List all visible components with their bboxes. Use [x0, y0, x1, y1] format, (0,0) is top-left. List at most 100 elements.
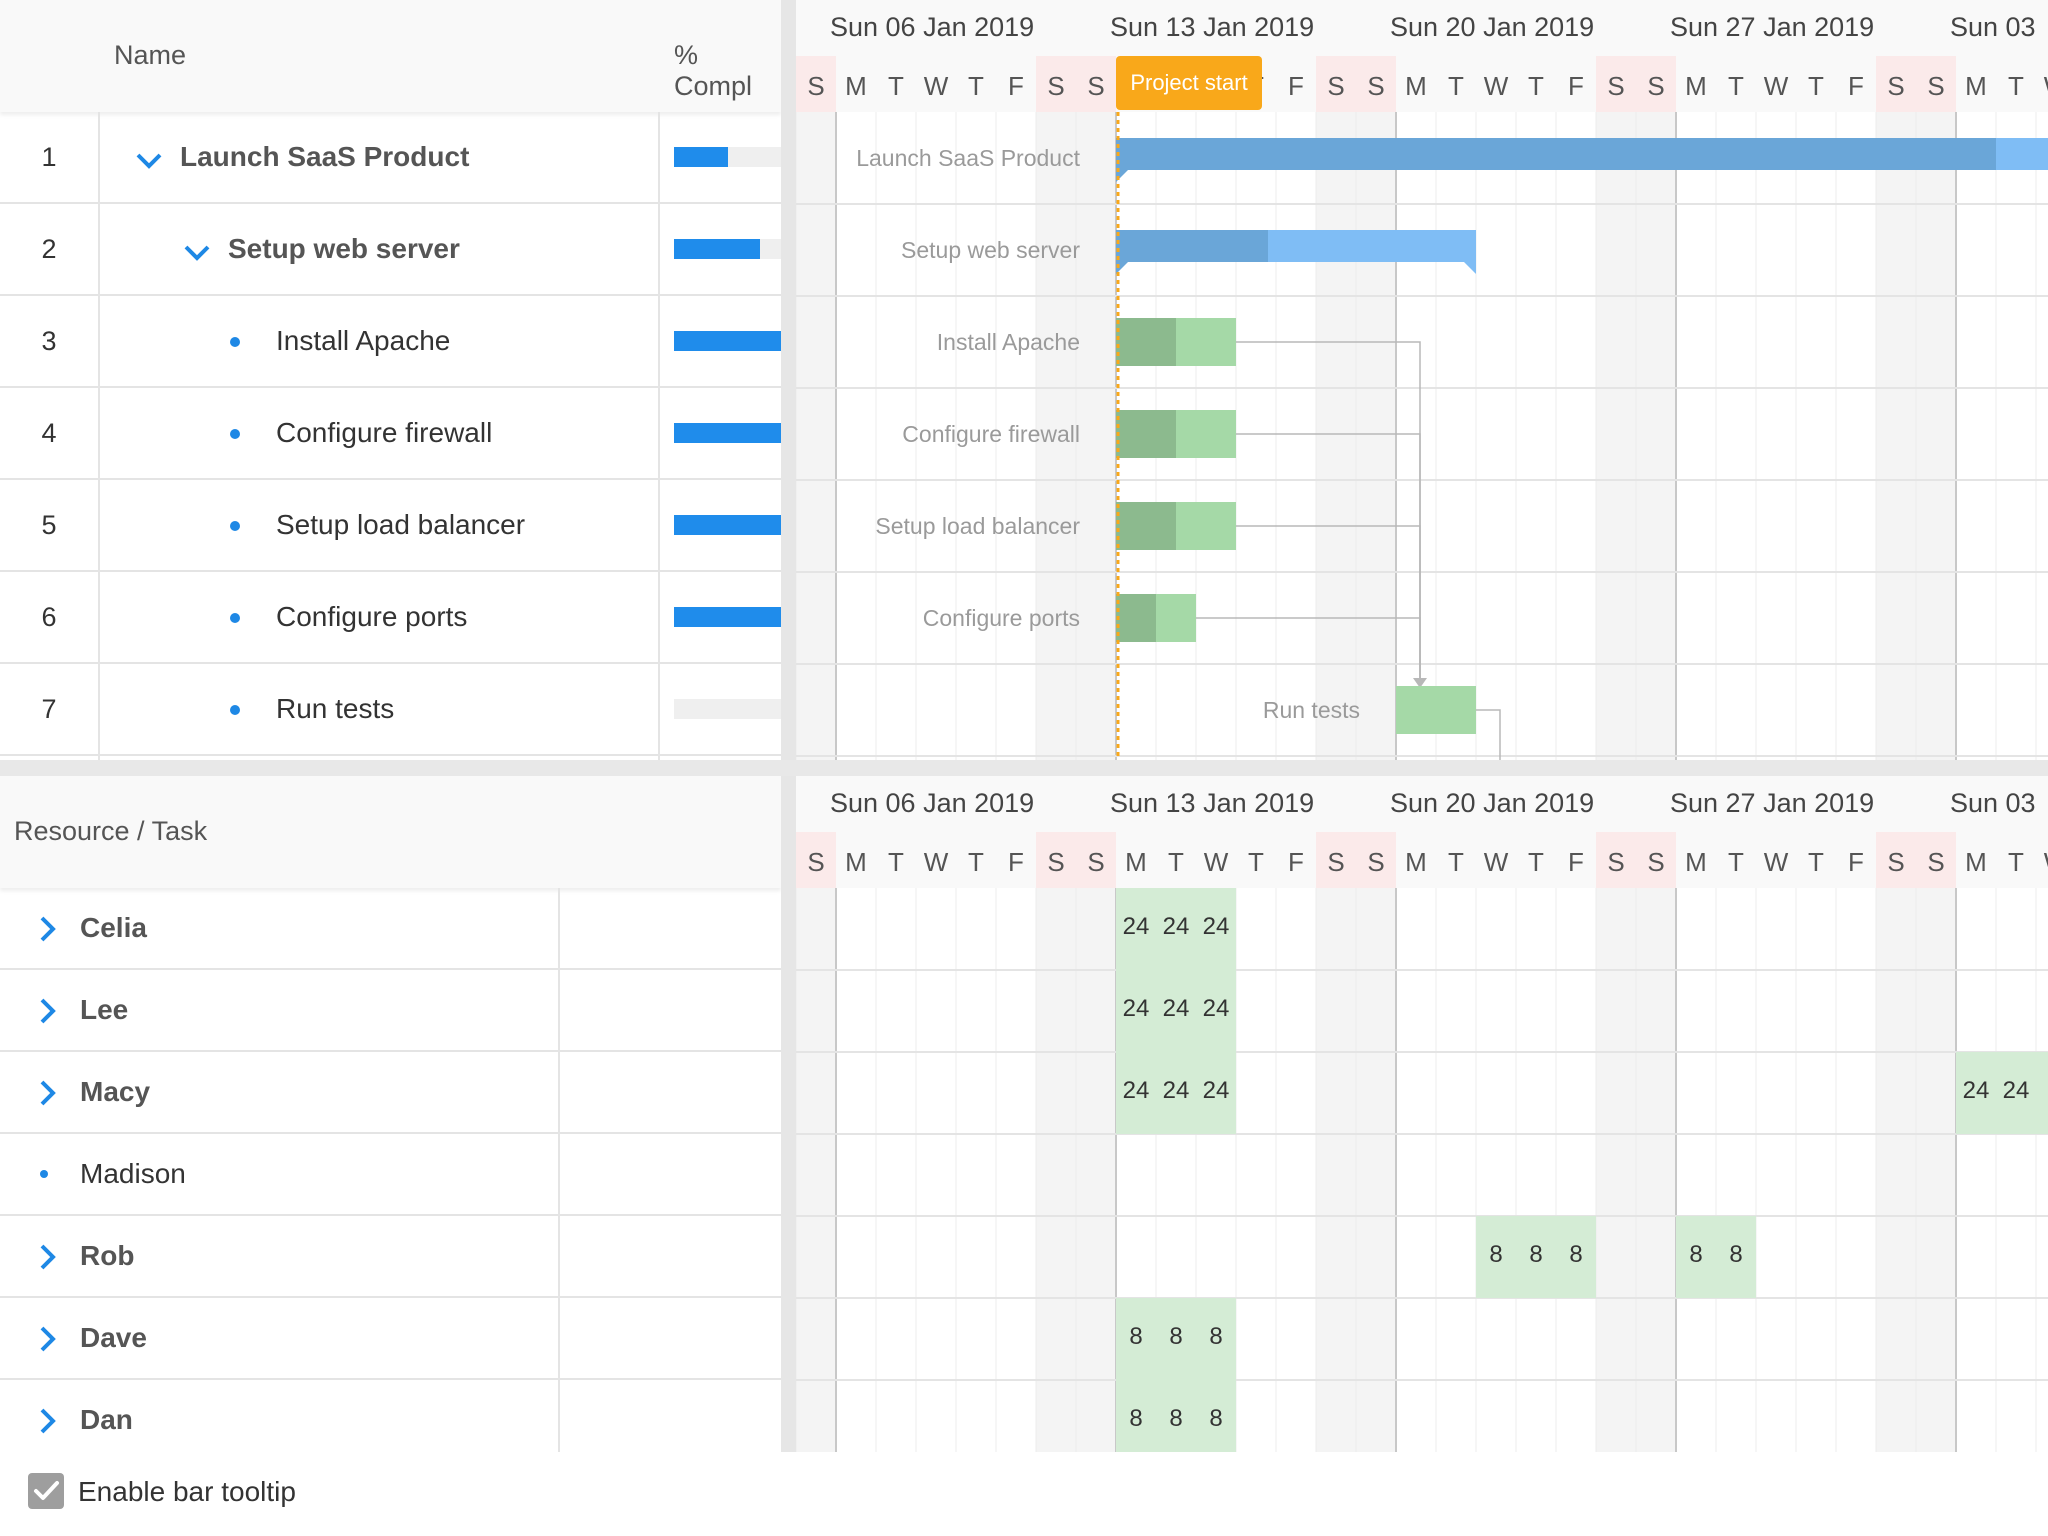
splitter-horizontal[interactable] [0, 760, 2048, 776]
resource-row[interactable]: Madison [0, 1134, 781, 1216]
bar-label: Setup web server [901, 237, 1080, 263]
chevron-down-icon[interactable] [134, 146, 164, 176]
chevron-down-icon[interactable] [182, 238, 212, 268]
histogram-cell[interactable] [1116, 888, 1156, 970]
percent-complete-bar [674, 423, 781, 443]
leaf-dot-icon [40, 1170, 48, 1178]
leaf-dot-icon [230, 521, 240, 531]
week-label: Sun 20 Jan 2019 [1390, 12, 1594, 42]
day-label: S [1367, 847, 1384, 877]
task-row[interactable]: 3 Install Apache [0, 296, 781, 388]
histogram-cell[interactable] [1996, 1052, 2036, 1134]
row-number: 6 [41, 602, 57, 632]
resource-row[interactable]: Dave [0, 1298, 781, 1380]
enable-tooltip-checkbox[interactable] [28, 1473, 64, 1509]
task-name[interactable]: Install Apache [276, 325, 451, 356]
task-row[interactable]: 2 Setup web server [0, 204, 781, 296]
day-label: T [888, 847, 904, 877]
resource-name[interactable]: Lee [80, 994, 129, 1025]
resource-row[interactable]: Celia [0, 888, 781, 970]
resource-name[interactable]: Rob [80, 1240, 135, 1271]
chevron-right-icon[interactable] [32, 1078, 62, 1108]
task-row[interactable]: 6 Configure ports [0, 572, 781, 664]
histogram-cell[interactable] [1156, 1298, 1196, 1380]
gantt-chart: Sun 06 Jan 2019 Sun 13 Jan 2019 Sun 20 Jan… [796, 0, 2048, 760]
chevron-right-icon[interactable] [32, 914, 62, 944]
histogram-cell[interactable] [1196, 970, 1236, 1052]
week-label: Sun 06 Jan 2019 [830, 12, 1034, 42]
weekend-header-cell [1356, 56, 1396, 112]
resource-name[interactable]: Dan [80, 1404, 133, 1435]
resource-row[interactable]: Rob [0, 1216, 781, 1298]
task-name[interactable]: Setup load balancer [276, 509, 526, 540]
splitter-bottom[interactable] [781, 776, 796, 1452]
histogram-value: 24 [1163, 1077, 1190, 1104]
histogram-cell[interactable] [1196, 1380, 1236, 1452]
histogram-cell[interactable] [1116, 1380, 1156, 1452]
chevron-right-icon[interactable] [32, 1324, 62, 1354]
resource-row[interactable]: Dan [0, 1380, 781, 1452]
day-label: T [968, 847, 984, 877]
histogram-cell[interactable] [1156, 970, 1196, 1052]
histogram-cell[interactable] [1116, 1052, 1156, 1134]
histogram-value: 8 [1209, 1323, 1222, 1350]
histogram-cell[interactable] [1156, 888, 1196, 970]
day-label: F [1848, 847, 1864, 877]
resource-row[interactable]: Lee [0, 970, 781, 1052]
column-header-resource-task[interactable]: Resource / Task [14, 816, 208, 846]
histogram-cell[interactable] [1116, 1298, 1156, 1380]
resource-row[interactable]: Macy [0, 1052, 781, 1134]
bar-label: Launch SaaS Product [856, 145, 1080, 171]
column-header-name[interactable]: Name [114, 40, 187, 70]
day-label: T [1448, 71, 1464, 101]
histogram-cell[interactable] [1956, 1052, 1996, 1134]
task-name[interactable]: Run tests [276, 693, 395, 724]
chevron-right-icon[interactable] [32, 996, 62, 1026]
histogram-cell[interactable] [1716, 1216, 1756, 1298]
histogram-cell[interactable] [1116, 970, 1156, 1052]
histogram-cell[interactable] [1156, 1380, 1196, 1452]
enable-tooltip-label[interactable]: Enable bar tooltip [78, 1476, 296, 1507]
histogram-cell[interactable] [2036, 1052, 2048, 1134]
column-header-percent-complete[interactable]: % Compl [674, 40, 753, 101]
histogram-cell[interactable] [1196, 1298, 1236, 1380]
task-name[interactable]: Setup web server [228, 233, 460, 264]
task-row[interactable]: 1 Launch SaaS Product [0, 112, 781, 204]
resource-name[interactable]: Macy [80, 1076, 151, 1107]
resource-name[interactable]: Madison [80, 1158, 186, 1189]
weekend-header-cell [1636, 56, 1676, 112]
resource-name[interactable]: Dave [80, 1322, 147, 1353]
task-row[interactable]: 5 Setup load balancer [0, 480, 781, 572]
histogram-cell[interactable] [1196, 1052, 1236, 1134]
task-row[interactable]: 7 Run tests [0, 664, 781, 756]
day-label: T [1808, 71, 1824, 101]
day-label: S [1887, 71, 1904, 101]
histogram-cell[interactable] [1676, 1216, 1716, 1298]
task-grid-header: Name % Compl [0, 0, 781, 112]
histogram-cell[interactable] [1516, 1216, 1556, 1298]
histogram-cell[interactable] [1476, 1216, 1516, 1298]
task-bar[interactable] [1396, 686, 1476, 734]
leaf-dot-icon [230, 429, 240, 439]
weekend-header-cell [1076, 56, 1116, 112]
day-label: S [1087, 847, 1104, 877]
histogram-chart: Sun 06 Jan 2019 Sun 13 Jan 2019 Sun 20 Jan… [796, 776, 2048, 1452]
dependency-arrow-icon [1413, 678, 1427, 688]
task-name[interactable]: Configure ports [276, 601, 468, 632]
weekend-header-cell [1596, 832, 1636, 888]
week-label: Sun 20 Jan 2019 [1390, 788, 1594, 818]
histogram-cell[interactable] [1196, 888, 1236, 970]
task-name[interactable]: Configure firewall [276, 417, 493, 448]
project-start-marker[interactable]: Project start [1116, 56, 1262, 110]
chevron-right-icon[interactable] [32, 1406, 62, 1436]
resource-name[interactable]: Celia [80, 912, 147, 943]
histogram-value: 8 [1169, 1323, 1182, 1350]
splitter-top[interactable] [781, 0, 796, 760]
histogram-value: 8 [1529, 1241, 1542, 1268]
chevron-right-icon[interactable] [32, 1242, 62, 1272]
task-name[interactable]: Launch SaaS Product [180, 141, 470, 172]
task-row[interactable]: 4 Configure firewall [0, 388, 781, 480]
percent-complete-bar [674, 699, 781, 719]
histogram-cell[interactable] [1156, 1052, 1196, 1134]
histogram-cell[interactable] [1556, 1216, 1596, 1298]
